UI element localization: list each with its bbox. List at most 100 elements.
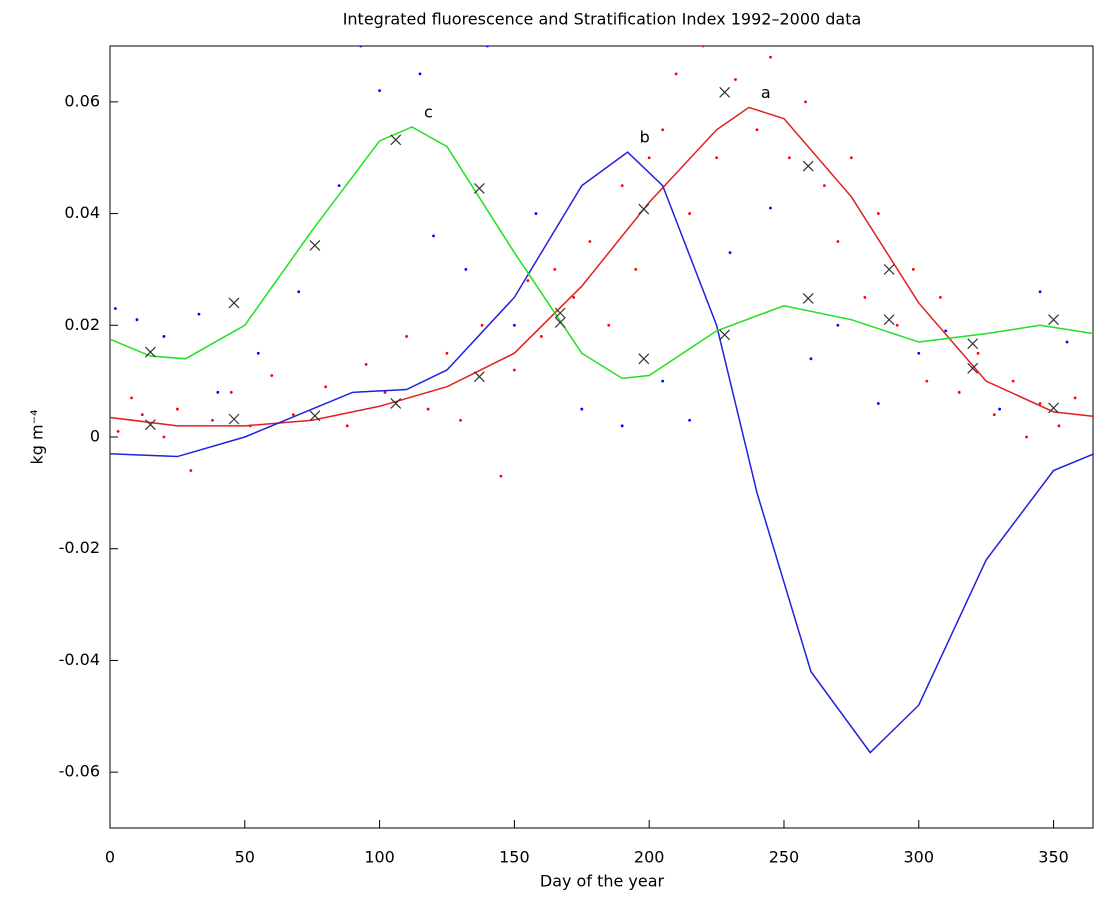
data-dot — [957, 390, 961, 394]
data-dot — [135, 318, 139, 322]
curve-label: a — [761, 83, 771, 102]
data-dot — [728, 251, 732, 255]
x-tick-label: 0 — [105, 848, 115, 867]
data-dot — [526, 279, 530, 282]
x-tick-label: 200 — [634, 848, 665, 867]
x-tick-label: 250 — [769, 848, 800, 867]
data-cross — [228, 413, 240, 425]
curve — [110, 151, 1094, 754]
x-tick-label: 150 — [499, 848, 530, 867]
y-tick-label: 0.06 — [64, 91, 100, 110]
data-dot — [297, 290, 301, 294]
data-dot — [1065, 340, 1069, 344]
data-dot — [512, 323, 516, 327]
data-dot — [534, 212, 538, 215]
y-tick-label: 0.04 — [64, 203, 100, 222]
data-dot — [270, 374, 274, 377]
data-cross — [1048, 402, 1059, 414]
data-cross — [228, 297, 240, 309]
data-cross — [1048, 314, 1059, 326]
data-dot — [1038, 402, 1042, 405]
data-cross — [883, 264, 895, 275]
data-dot — [925, 379, 929, 383]
data-dot — [553, 268, 557, 271]
data-dot — [459, 418, 462, 422]
data-dot — [464, 268, 468, 271]
data-dot — [345, 424, 349, 428]
data-dot — [1057, 424, 1061, 428]
y-tick-label: -0.02 — [59, 538, 100, 557]
data-dot — [418, 72, 422, 76]
data-dot — [876, 402, 880, 405]
data-cross — [719, 86, 731, 98]
y-tick-label: 0.02 — [64, 315, 100, 334]
y-tick-label: 0 — [90, 427, 100, 446]
data-cross — [638, 203, 650, 215]
data-cross — [390, 134, 402, 146]
data-dot — [620, 424, 624, 428]
data-dot — [863, 295, 867, 299]
data-dot — [944, 329, 948, 333]
chart-title: Integrated fluorescence and Stratificati… — [343, 10, 862, 29]
data-dot — [572, 295, 576, 299]
data-dot — [580, 407, 584, 411]
data-dot — [769, 55, 772, 59]
data-dot — [992, 413, 996, 417]
data-cross — [638, 353, 650, 365]
x-tick-label: 350 — [1038, 848, 1069, 867]
data-cross — [883, 314, 895, 326]
data-dot — [539, 335, 543, 338]
data-dot — [337, 184, 341, 188]
data-dot — [445, 351, 449, 355]
data-dot — [938, 295, 942, 299]
data-dot — [836, 323, 840, 327]
data-dot — [976, 351, 980, 355]
data-cross — [967, 338, 979, 350]
data-cross — [309, 410, 321, 422]
data-dot — [674, 72, 678, 76]
data-dot — [426, 407, 430, 411]
data-dot — [324, 385, 328, 389]
data-cross — [554, 317, 566, 328]
x-tick-label: 50 — [235, 848, 255, 867]
data-dot — [809, 357, 813, 361]
data-dot — [211, 418, 214, 422]
plot-area: a b c — [110, 46, 1094, 754]
data-dot — [620, 184, 624, 188]
data-dot — [688, 212, 692, 215]
data-dot — [113, 307, 117, 310]
curve-label: c — [424, 102, 433, 121]
data-dot — [405, 335, 408, 338]
data-dot — [804, 100, 807, 104]
data-cross — [719, 329, 731, 341]
data-dot — [383, 390, 387, 394]
data-dot — [432, 234, 435, 238]
data-cross — [473, 183, 485, 194]
data-dot — [823, 184, 826, 188]
data-dot — [911, 268, 915, 271]
curve — [110, 106, 1094, 427]
data-dot — [1073, 396, 1077, 400]
data-cross — [309, 239, 321, 251]
data-dot — [661, 379, 665, 383]
data-dot — [715, 156, 718, 160]
data-dot — [216, 390, 220, 394]
data-dot — [1038, 290, 1042, 294]
data-dot — [849, 156, 853, 160]
data-cross — [802, 293, 814, 304]
data-dot — [588, 240, 592, 243]
data-dot — [661, 128, 665, 132]
data-dot — [634, 268, 638, 271]
data-dot — [998, 407, 1002, 411]
data-dot — [701, 46, 705, 48]
data-dot — [895, 323, 899, 327]
data-dot — [116, 430, 120, 433]
curve-label: b — [640, 128, 650, 147]
data-dot — [229, 390, 233, 394]
data-dot — [364, 362, 368, 366]
plot-frame — [109, 45, 1094, 829]
y-tick-label: -0.06 — [59, 762, 100, 781]
data-dot — [162, 435, 166, 439]
x-tick-label: 300 — [903, 848, 934, 867]
